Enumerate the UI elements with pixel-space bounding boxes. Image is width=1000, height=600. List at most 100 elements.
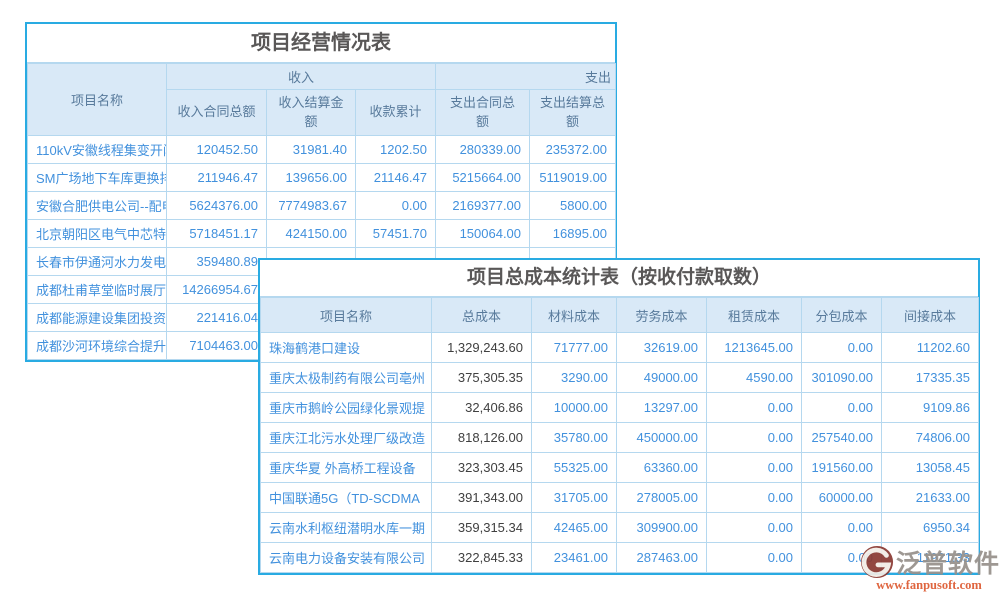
project-name-cell[interactable]: 重庆华夏 外高桥工程设备 (260, 452, 432, 483)
income-contract-total-cell: 211946.47 (166, 163, 267, 192)
labor-cost-cell: 32619.00 (616, 332, 707, 363)
column-header-rental-cost: 租赁成本 (706, 297, 802, 333)
labor-cost-cell: 63360.00 (616, 452, 707, 483)
rental-cost-cell: 1213645.00 (706, 332, 802, 363)
project-name-cell[interactable]: 中国联通5G（TD-SCDMA (260, 482, 432, 513)
column-header-material-cost: 材料成本 (531, 297, 617, 333)
rental-cost-cell: 0.00 (706, 542, 802, 573)
table-row[interactable]: 珠海鹤港口建设 1,329,243.60 71777.00 32619.00 1… (260, 332, 979, 363)
project-operations-table-panel: 项目经营情况表 项目名称 收入 支出 收入合同总额 收入结算金额 收款累计 支出… (25, 22, 617, 362)
material-cost-cell: 42465.00 (531, 512, 617, 543)
table-row[interactable]: 安徽合肥供电公司--配电 5624376.00 7774983.67 0.00 … (27, 191, 617, 220)
fanpu-logo-icon (860, 545, 894, 579)
income-contract-total-cell: 14266954.67 (166, 275, 267, 304)
income-settlement-cell: 7774983.67 (266, 191, 356, 220)
expense-contract-total-cell: 280339.00 (435, 135, 531, 164)
project-name-cell[interactable]: 重庆市鹅岭公园绿化景观提 (260, 392, 432, 423)
indirect-cost-cell: 13058.45 (881, 452, 979, 483)
table-row[interactable]: SM广场地下车库更换排 211946.47 139656.00 21146.47… (27, 163, 617, 192)
project-name-cell[interactable]: 安徽合肥供电公司--配电 (27, 191, 167, 220)
subcontract-cost-cell: 257540.00 (801, 422, 882, 453)
table-row[interactable]: 重庆华夏 外高桥工程设备 323,303.45 55325.00 63360.0… (260, 452, 979, 483)
receipts-cumulative-cell: 0.00 (354, 191, 437, 220)
labor-cost-cell: 309900.00 (616, 512, 707, 543)
project-name-cell[interactable]: 重庆太极制药有限公司亳州 (260, 362, 432, 393)
table-row[interactable]: 110kV安徽线程集变开闭 120452.50 31981.40 1202.50… (27, 135, 617, 164)
subcontract-cost-cell: 191560.00 (801, 452, 882, 483)
vendor-watermark[interactable]: 泛普软件 www.fanpusoft.com (860, 544, 1000, 593)
project-name-cell[interactable]: 珠海鹤港口建设 (260, 332, 432, 363)
subcontract-cost-cell: 0.00 (801, 392, 882, 423)
project-name-cell[interactable]: 云南电力设备安装有限公司 (260, 542, 432, 573)
table2-body: 珠海鹤港口建设 1,329,243.60 71777.00 32619.00 1… (260, 332, 979, 573)
project-total-cost-table-panel: 项目总成本统计表（按收付款取数） 项目名称 总成本 材料成本 劳务成本 租赁成本… (258, 258, 980, 575)
subcontract-cost-cell: 301090.00 (801, 362, 882, 393)
vendor-brand-name: 泛普软件 (896, 550, 1000, 578)
project-name-cell[interactable]: SM广场地下车库更换排 (27, 163, 167, 192)
income-settlement-cell: 139656.00 (266, 163, 356, 192)
labor-cost-cell: 278005.00 (616, 482, 707, 513)
table-row[interactable]: 云南电力设备安装有限公司 322,845.33 23461.00 287463.… (260, 542, 979, 573)
column-header-total-cost: 总成本 (431, 297, 532, 333)
income-contract-total-cell: 5718451.17 (166, 219, 267, 248)
table2-title: 项目总成本统计表（按收付款取数） (260, 260, 978, 297)
rental-cost-cell: 0.00 (706, 422, 802, 453)
expense-contract-total-cell: 150064.00 (435, 219, 531, 248)
column-header-indirect-cost: 间接成本 (881, 297, 979, 333)
material-cost-cell: 10000.00 (531, 392, 617, 423)
table1-title: 项目经营情况表 (27, 24, 615, 63)
total-cost-cell: 322,845.33 (431, 542, 532, 573)
column-header-expense-settlement-total: 支出结算总额 (529, 89, 617, 136)
material-cost-cell: 3290.00 (531, 362, 617, 393)
group-header-expense: 支出 (435, 63, 617, 90)
labor-cost-cell: 450000.00 (616, 422, 707, 453)
project-name-cell[interactable]: 云南水利枢纽潜明水库一期 (260, 512, 432, 543)
receipts-cumulative-cell: 21146.47 (354, 163, 437, 192)
income-contract-total-cell: 221416.04 (166, 303, 267, 332)
table-row[interactable]: 重庆市鹅岭公园绿化景观提 32,406.86 10000.00 13297.00… (260, 392, 979, 423)
column-header-project-name: 项目名称 (27, 63, 167, 136)
column-header-labor-cost: 劳务成本 (616, 297, 707, 333)
indirect-cost-cell: 11202.60 (881, 332, 979, 363)
vendor-url[interactable]: www.fanpusoft.com (876, 578, 982, 592)
subcontract-cost-cell: 60000.00 (801, 482, 882, 513)
subcontract-cost-cell: 0.00 (801, 512, 882, 543)
rental-cost-cell: 0.00 (706, 512, 802, 543)
table-row[interactable]: 重庆江北污水处理厂级改造 818,126.00 35780.00 450000.… (260, 422, 979, 453)
column-header-receipts-cumulative: 收款累计 (354, 89, 437, 136)
total-cost-cell: 32,406.86 (431, 392, 532, 423)
rental-cost-cell: 0.00 (706, 452, 802, 483)
table-row[interactable]: 云南水利枢纽潜明水库一期 359,315.34 42465.00 309900.… (260, 512, 979, 543)
column-header-income-contract-total: 收入合同总额 (166, 89, 267, 136)
labor-cost-cell: 13297.00 (616, 392, 707, 423)
expense-contract-total-cell: 2169377.00 (435, 191, 531, 220)
group-header-income: 收入 (165, 63, 437, 90)
project-name-cell[interactable]: 110kV安徽线程集变开闭 (27, 135, 167, 164)
income-contract-total-cell: 359480.89 (166, 247, 267, 276)
table-row[interactable]: 中国联通5G（TD-SCDMA 391,343.00 31705.00 2780… (260, 482, 979, 513)
table-row[interactable]: 重庆太极制药有限公司亳州 375,305.35 3290.00 49000.00… (260, 362, 979, 393)
income-settlement-cell: 424150.00 (266, 219, 356, 248)
project-name-cell[interactable]: 成都能源建设集团投资 (27, 303, 167, 332)
total-cost-cell: 1,329,243.60 (431, 332, 532, 363)
material-cost-cell: 71777.00 (531, 332, 617, 363)
income-contract-total-cell: 5624376.00 (166, 191, 267, 220)
total-cost-cell: 323,303.45 (431, 452, 532, 483)
indirect-cost-cell: 74806.00 (881, 422, 979, 453)
income-settlement-cell: 31981.40 (266, 135, 356, 164)
project-name-cell[interactable]: 重庆江北污水处理厂级改造 (260, 422, 432, 453)
income-contract-total-cell: 120452.50 (166, 135, 267, 164)
project-total-cost-table: 项目名称 总成本 材料成本 劳务成本 租赁成本 分包成本 间接成本 珠海鹤港口建… (260, 297, 979, 573)
receipts-cumulative-cell: 57451.70 (354, 219, 437, 248)
expense-contract-total-cell: 5215664.00 (435, 163, 531, 192)
rental-cost-cell: 4590.00 (706, 362, 802, 393)
indirect-cost-cell: 6950.34 (881, 512, 979, 543)
table-row[interactable]: 北京朝阳区电气中芯特 5718451.17 424150.00 57451.70… (27, 219, 617, 248)
material-cost-cell: 35780.00 (531, 422, 617, 453)
project-name-cell[interactable]: 成都沙河环境综合提升 (27, 331, 167, 360)
project-name-cell[interactable]: 成都杜甫草堂临时展厅 (27, 275, 167, 304)
project-name-cell[interactable]: 北京朝阳区电气中芯特 (27, 219, 167, 248)
total-cost-cell: 359,315.34 (431, 512, 532, 543)
project-name-cell[interactable]: 长春市伊通河水力发电 (27, 247, 167, 276)
